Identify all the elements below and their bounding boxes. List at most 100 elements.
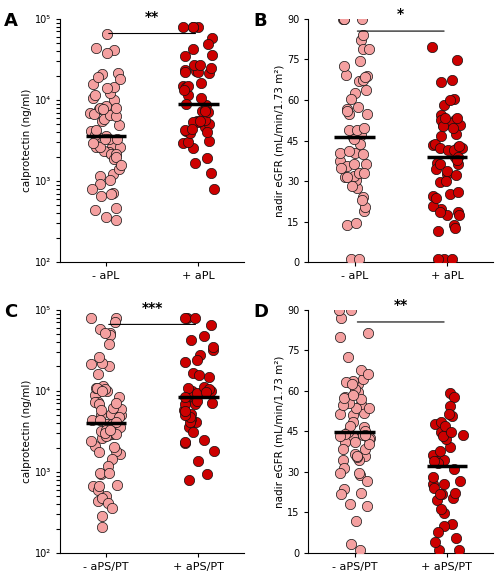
Point [451, 223, 459, 232]
Point [362, 160, 370, 169]
Point [87, 313, 95, 323]
Text: B: B [253, 12, 266, 30]
Point [86, 108, 94, 118]
Point [89, 138, 97, 148]
Point [180, 52, 188, 61]
Point [340, 14, 348, 24]
Point [104, 419, 112, 428]
Point [101, 328, 109, 337]
Point [449, 123, 457, 133]
Point [452, 129, 460, 138]
Point [201, 105, 209, 115]
Point [343, 104, 351, 113]
Point [428, 450, 436, 460]
Point [336, 305, 344, 314]
Point [344, 352, 352, 361]
Point [190, 22, 198, 31]
Text: D: D [253, 302, 268, 321]
Point [451, 153, 459, 162]
Point [98, 358, 106, 368]
Point [356, 470, 364, 479]
Point [448, 411, 456, 420]
Point [202, 123, 209, 132]
Point [450, 493, 458, 503]
Point [348, 94, 356, 103]
Point [180, 85, 188, 94]
Point [99, 382, 107, 391]
Point [98, 433, 106, 442]
Point [108, 430, 116, 439]
Point [353, 126, 361, 135]
Point [182, 438, 190, 447]
Point [336, 149, 344, 158]
Point [180, 313, 188, 323]
Point [440, 122, 448, 131]
Point [450, 145, 458, 155]
Point [112, 313, 120, 323]
Point [357, 400, 365, 409]
Point [442, 167, 450, 176]
Point [360, 45, 368, 54]
Point [97, 411, 105, 420]
Point [430, 472, 438, 482]
Point [344, 428, 352, 437]
Point [205, 68, 213, 78]
Point [432, 140, 440, 149]
Point [442, 435, 450, 444]
Point [349, 376, 357, 386]
Y-axis label: nadir eGFR (mL/min/1.73 m²): nadir eGFR (mL/min/1.73 m²) [274, 356, 284, 508]
Point [87, 360, 95, 369]
Point [207, 64, 215, 73]
Point [191, 158, 199, 167]
Point [97, 427, 105, 436]
Point [112, 204, 120, 213]
Point [208, 50, 216, 59]
Point [453, 56, 461, 65]
Point [434, 255, 442, 264]
Point [107, 409, 115, 418]
Point [181, 406, 189, 416]
Point [111, 318, 119, 327]
Point [340, 394, 348, 403]
Point [436, 446, 444, 456]
Point [451, 115, 459, 124]
Point [363, 110, 371, 119]
Point [98, 116, 106, 126]
Point [438, 504, 446, 514]
Point [94, 496, 102, 505]
Point [336, 468, 344, 478]
Point [112, 447, 120, 456]
Point [193, 116, 201, 126]
Point [179, 138, 187, 147]
Point [204, 373, 212, 382]
Point [354, 387, 362, 396]
Point [210, 446, 218, 456]
Point [446, 118, 454, 127]
Point [442, 177, 450, 186]
Point [105, 339, 113, 349]
Point [181, 358, 189, 367]
Point [90, 109, 98, 119]
Point [204, 154, 212, 163]
Point [184, 81, 192, 90]
Point [450, 393, 458, 402]
Point [116, 75, 124, 84]
Point [96, 171, 104, 181]
Point [92, 206, 100, 215]
Point [446, 95, 454, 104]
Point [196, 350, 203, 360]
Point [192, 397, 200, 406]
Point [434, 527, 442, 537]
Point [89, 93, 97, 102]
Text: *: * [397, 8, 404, 21]
Point [118, 411, 126, 420]
Point [112, 104, 120, 113]
Point [193, 389, 201, 398]
Point [102, 131, 110, 141]
Point [450, 220, 458, 229]
Point [179, 81, 187, 90]
Point [432, 164, 440, 174]
Point [438, 131, 446, 140]
Point [345, 146, 353, 156]
Point [104, 84, 112, 93]
